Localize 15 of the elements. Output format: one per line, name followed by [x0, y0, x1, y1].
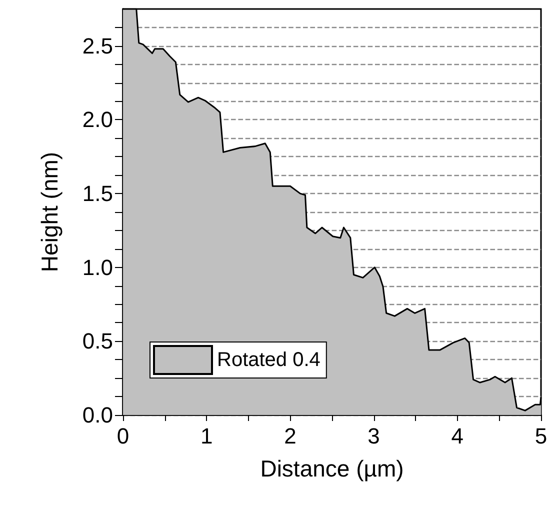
y-tick-label: 0.5 — [82, 328, 113, 354]
y-tick-label: 2.5 — [82, 33, 113, 58]
x-tick-label: 3 — [368, 424, 380, 448]
y-axis-title: Height (nm) — [36, 152, 62, 272]
x-tick-label: 4 — [451, 424, 464, 448]
y-tick-label: 0.0 — [82, 402, 113, 428]
y-tick-label: 1.5 — [82, 181, 113, 206]
x-tick-label: 1 — [200, 424, 213, 448]
y-tick-label: 2.0 — [82, 107, 113, 132]
x-axis-title: Distance (µm) — [260, 456, 404, 482]
x-tick-label: 0 — [116, 424, 130, 448]
x-tick-label: 5 — [534, 424, 548, 448]
y-tick-label: 1.0 — [82, 254, 113, 280]
legend-label: Rotated 0.4 — [217, 349, 320, 371]
x-tick-label: 2 — [284, 424, 296, 448]
